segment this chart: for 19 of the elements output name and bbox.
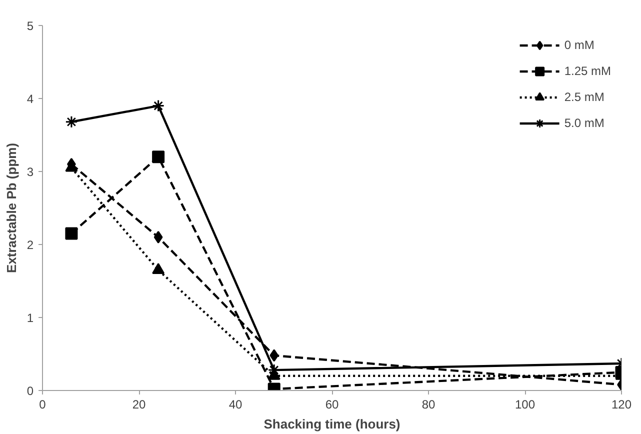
x-tick-label: 20 (132, 398, 146, 412)
y-tick-label: 4 (26, 92, 34, 106)
legend-label: 1.25 mM (564, 64, 611, 78)
x-axis-title: Shacking time (hours) (264, 416, 400, 432)
x-tick-label: 40 (228, 398, 242, 412)
x-tick-label: 80 (422, 398, 436, 412)
y-tick-label: 5 (26, 19, 34, 33)
y-tick-label: 0 (26, 384, 34, 398)
x-tick-label: 0 (39, 398, 46, 412)
x-tick-label: 60 (325, 398, 339, 412)
legend-label: 2.5 mM (564, 90, 604, 104)
legend-label: 5.0 mM (564, 116, 604, 130)
y-tick-label: 3 (26, 165, 34, 179)
y-tick-label: 1 (26, 311, 34, 325)
x-tick-label: 120 (611, 398, 632, 412)
legend-label: 0 mM (564, 38, 594, 52)
y-axis-title: Extractable Pb (ppm) (4, 142, 19, 274)
x-tick-label: 100 (514, 398, 536, 412)
y-tick-label: 2 (26, 238, 34, 252)
